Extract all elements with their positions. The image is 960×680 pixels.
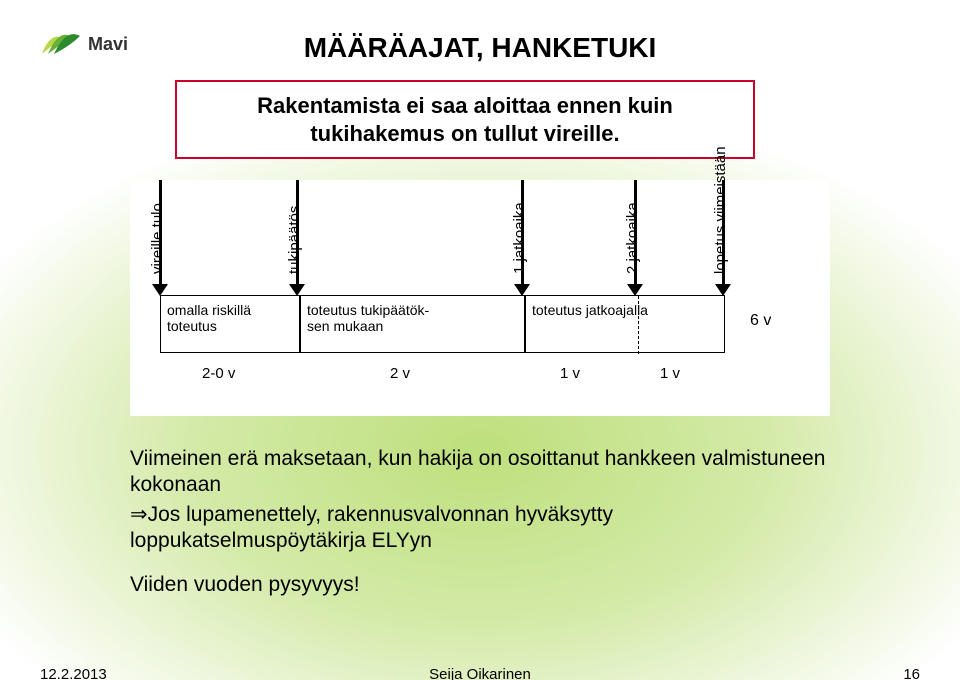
footer-page: 16 [903, 666, 920, 680]
body-p2: ⇒Jos lupamenettely, rakennusvalvonnan hy… [130, 502, 830, 555]
timeline-arrow-label: 1.jatkoaika [511, 202, 528, 274]
callout-box: Rakentamista ei saa aloittaa ennen kuin … [175, 80, 755, 159]
timeline-duration: 2 v [390, 365, 410, 382]
timeline-arrow-label: 2.jatkoaika [624, 202, 641, 274]
body-p1: Viimeinen erä maksetaan, kun hakija on o… [130, 446, 830, 499]
timeline-arrow-label: lopetus viimeistään [712, 146, 729, 274]
imply-arrow-icon: ⇒ [130, 503, 148, 526]
timeline-segment: toteutus tukipäätök-sen mukaan [300, 295, 525, 353]
timeline-segment: omalla riskillätoteutus [160, 295, 300, 353]
timeline-duration: 1 v [660, 365, 680, 382]
body-p3: Viiden vuoden pysyvyys! [130, 572, 830, 598]
timeline-segment-label: omalla riskillätoteutus [167, 302, 251, 334]
timeline-segment-label: toteutus tukipäätök-sen mukaan [307, 302, 429, 334]
footer-author: Seija Oikarinen [0, 666, 960, 680]
timeline-divider [638, 296, 639, 354]
timeline-segment-label: toteutus jatkoajalla [532, 302, 648, 318]
page-title: MÄÄRÄAJAT, HANKETUKI [0, 32, 960, 64]
timeline-total: 6 v [750, 312, 771, 330]
body-p2-text: Jos lupamenettely, rakennusvalvonnan hyv… [130, 503, 613, 552]
timeline-arrow-label: vireille tulo [149, 203, 166, 274]
timeline-duration: 2-0 v [202, 365, 235, 382]
callout-line1: Rakentamista ei saa aloittaa ennen kuin [191, 92, 739, 120]
callout-line2: tukihakemus on tullut vireille. [191, 120, 739, 148]
timeline-arrow-label: tukipäätös [286, 206, 303, 274]
timeline-diagram: vireille tulo tukipäätös 1.jatkoaika 2.jatk… [130, 180, 830, 416]
timeline-duration: 1 v [560, 365, 580, 382]
timeline-segment: toteutus jatkoajalla [525, 295, 725, 353]
